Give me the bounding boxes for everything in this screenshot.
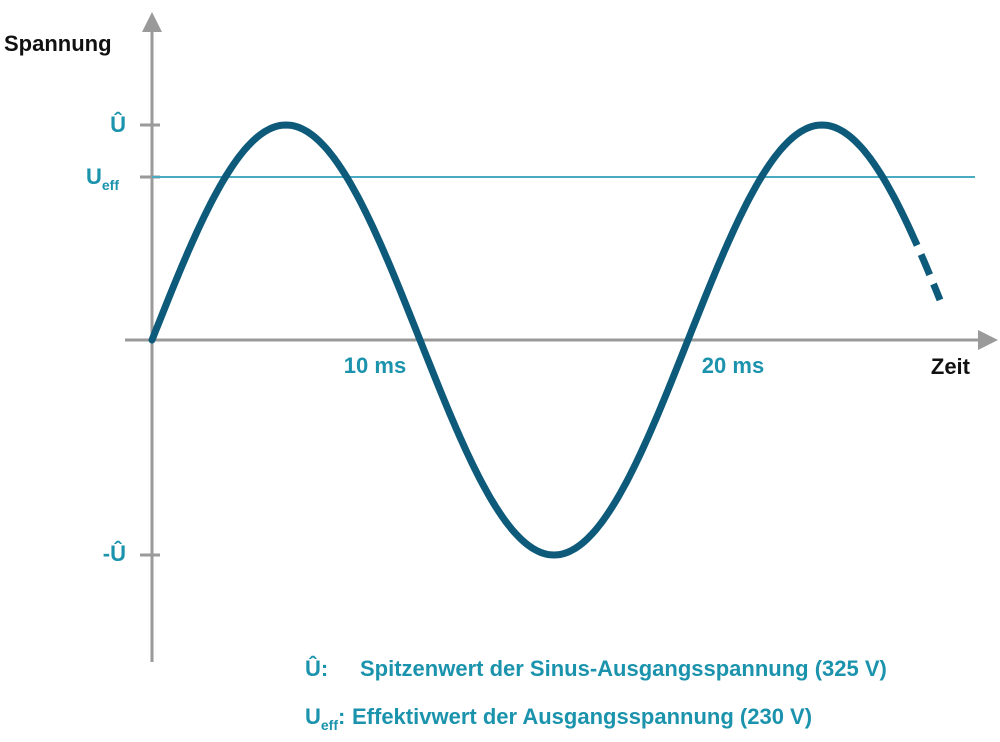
x-arrow [978, 330, 998, 350]
legend-separator: : [321, 656, 328, 681]
x-axis-label: Zeit [931, 354, 971, 379]
rms-sub: eff [102, 177, 119, 193]
peak-marker: Û [110, 112, 126, 137]
legend-symbol-text: Û [305, 656, 321, 681]
x-marker: 10 ms [344, 353, 406, 378]
trough-marker: -Û [103, 541, 126, 566]
x-marker: 20 ms [702, 353, 764, 378]
legend-separator: : [338, 704, 345, 729]
rms-main: U [86, 164, 102, 189]
legend-text: Effektivwert der Ausgangsspannung (230 V… [352, 704, 812, 729]
rms-marker: Ueff [86, 164, 119, 193]
legend-symbol-sub: eff [321, 717, 338, 733]
legend-symbol: Û: [305, 656, 328, 681]
sine-wave [148, 121, 912, 559]
legend-symbol-main: U [305, 704, 321, 729]
legend-symbol: Ueff: [305, 704, 345, 733]
legend-text: Spitzenwert der Sinus-Ausgangsspannung (… [360, 656, 887, 681]
y-arrow [142, 12, 162, 32]
y-axis-label: Spannung [4, 31, 112, 56]
sine-wave-continuation [904, 223, 944, 302]
